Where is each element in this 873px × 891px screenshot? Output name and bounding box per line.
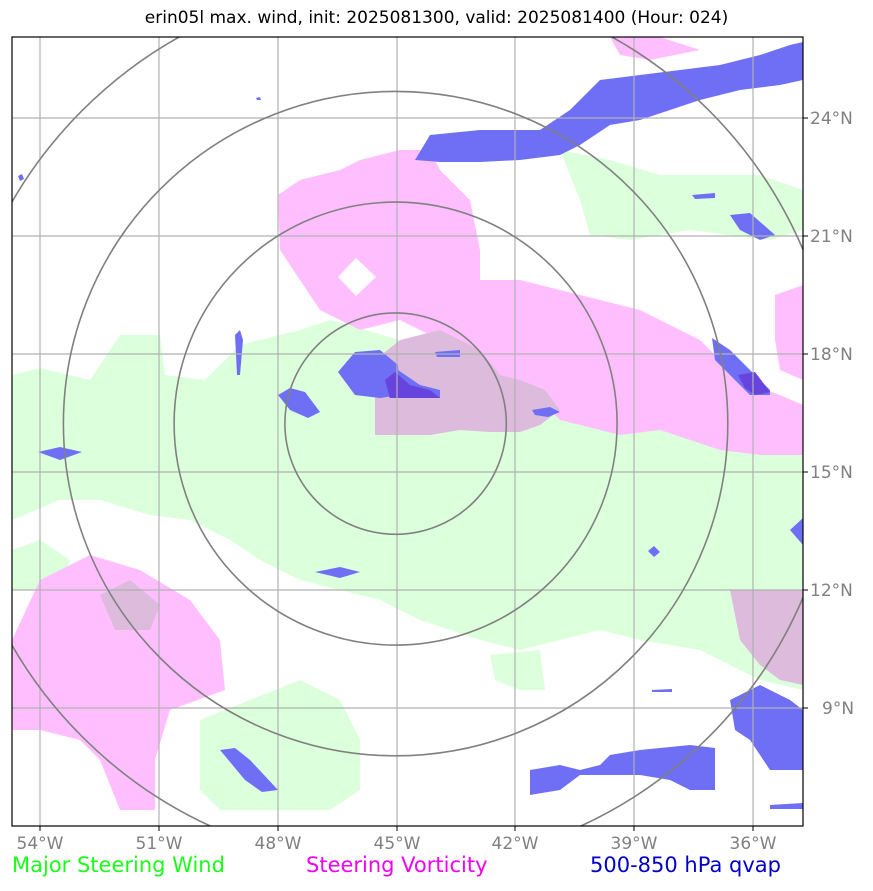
lon-tick-label: 36°W	[730, 834, 777, 854]
lat-tick-label: 9°N	[822, 699, 854, 719]
lat-tick-label: 12°N	[810, 581, 853, 601]
qvap-vorticity-overlap	[385, 372, 770, 398]
lon-tick-label: 51°W	[136, 834, 183, 854]
lat-tick-label: 21°N	[810, 227, 853, 247]
vorticity-hole	[338, 258, 376, 296]
plot-frame	[11, 36, 804, 827]
lon-tick-label: 45°W	[374, 834, 421, 854]
tick-marks	[39, 117, 808, 831]
lon-tick-label: 39°W	[611, 834, 658, 854]
legend-steering-wind: Major Steering Wind	[12, 853, 225, 877]
lon-tick-label: 48°W	[255, 834, 302, 854]
gridlines	[12, 37, 803, 826]
lat-tick-label: 18°N	[810, 345, 853, 365]
vorticity-fill	[12, 37, 803, 810]
overlap-fill	[100, 330, 803, 685]
lat-tick-labels: 24°N 21°N 18°N 15°N 12°N 9°N	[810, 109, 854, 719]
legend-qvap: 500-850 hPa qvap	[590, 853, 781, 877]
map-title: erin05l max. wind, init: 2025081300, val…	[144, 8, 729, 28]
lon-tick-labels: 54°W 51°W 48°W 45°W 42°W 39°W 36°W	[17, 834, 777, 854]
lat-tick-label: 15°N	[810, 463, 853, 483]
range-ring	[173, 201, 618, 646]
legend-steering-vorticity: Steering Vorticity	[306, 853, 488, 877]
range-ring	[284, 312, 508, 536]
range-ring	[62, 90, 729, 757]
lon-tick-label: 42°W	[492, 834, 539, 854]
lon-tick-label: 54°W	[17, 834, 64, 854]
range-rings	[12, 37, 803, 826]
lat-tick-label: 24°N	[810, 109, 853, 129]
